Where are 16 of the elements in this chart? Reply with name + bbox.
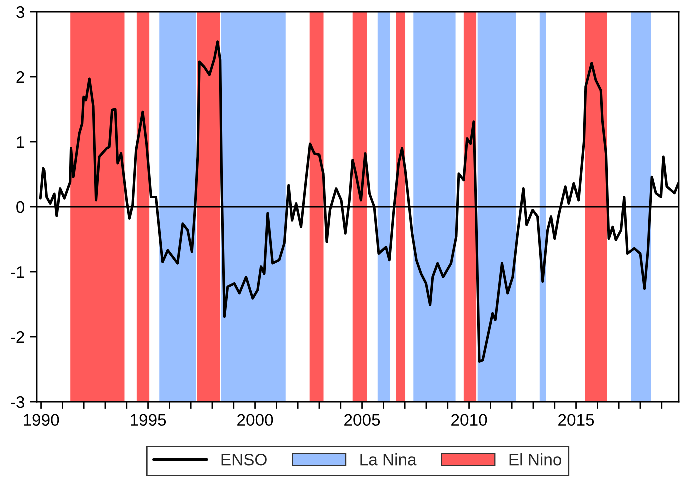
y-tick-label: 2 <box>16 71 24 84</box>
legend-label: La Nina <box>360 454 417 466</box>
y-tick-label: -3 <box>11 396 24 408</box>
y-tick-label: -2 <box>11 331 24 344</box>
legend-label: El Nino <box>510 454 562 466</box>
x-tick-label: 1990 <box>24 414 60 426</box>
x-tick-label: 2000 <box>238 414 274 426</box>
x-tick-label: 1995 <box>131 414 166 426</box>
y-tick-label: 1 <box>17 136 24 148</box>
legend-label: ENSO <box>222 454 267 466</box>
x-tick-label: 2015 <box>558 414 594 426</box>
y-tick-label: -1 <box>11 266 24 278</box>
y-tick-label: 3 <box>16 6 24 18</box>
x-tick-label: 2005 <box>344 414 380 426</box>
x-tick-label: 2010 <box>452 414 488 426</box>
y-tick-label: 0 <box>16 201 25 214</box>
